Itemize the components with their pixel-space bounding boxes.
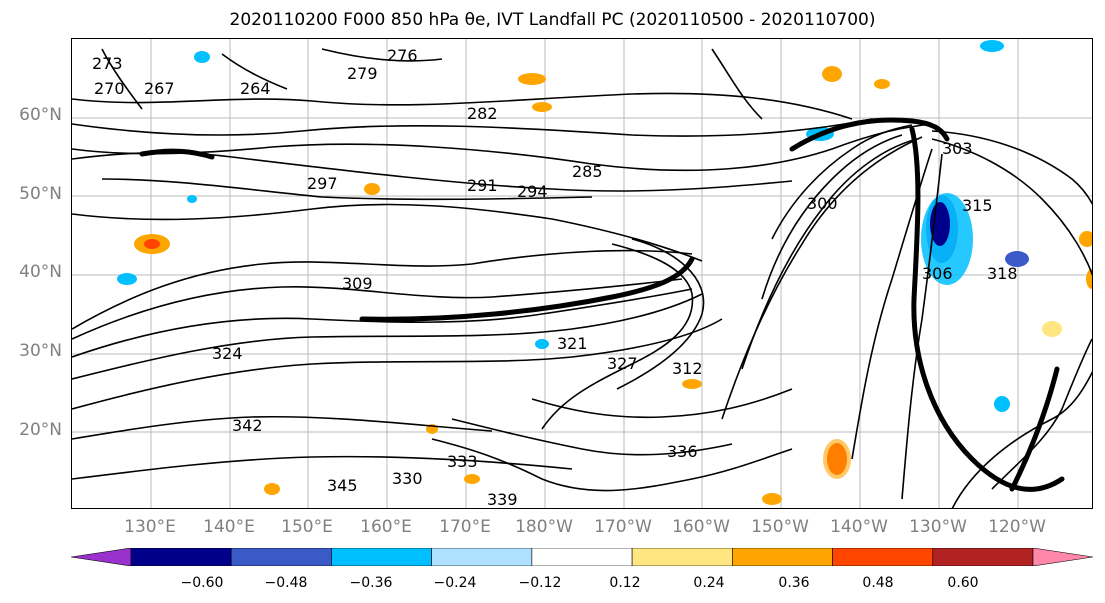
contour-label-318: 318 (987, 264, 1018, 283)
colorbar-tick-012: 0.12 (609, 575, 641, 591)
lon-label-160w: 160°W (672, 517, 730, 537)
colorbar-cell (631, 548, 733, 566)
contour-label-276: 276 (387, 46, 418, 65)
contour-label-321: 321 (557, 334, 588, 353)
lon-label-150e: 150°E (281, 517, 333, 537)
contour-label-282: 282 (467, 104, 498, 123)
contour-label-327: 327 (607, 354, 638, 373)
colorbar-cell (932, 548, 1034, 566)
colorbar-cell (732, 548, 833, 566)
lat-label-50n: 50°N (19, 184, 62, 204)
lon-label-170e: 170°E (439, 517, 491, 537)
colorbar-tick-060: 0.60 (947, 575, 979, 591)
colorbar-tick-048: 0.48 (862, 575, 894, 591)
lon-label-140w: 140°W (830, 517, 888, 537)
colorbar-cell (71, 548, 132, 566)
colorbar-tick-036: 0.36 (778, 575, 810, 591)
contour-label-303: 303 (942, 139, 973, 158)
colorbar-tick-neg060: −0.60 (180, 575, 224, 591)
contour-label-324: 324 (212, 344, 243, 363)
lon-label-120w: 120°W (988, 517, 1046, 537)
colorbar-tick-neg024: −0.24 (433, 575, 477, 591)
lon-label-150w: 150°W (751, 517, 809, 537)
lon-label-170w: 170°W (594, 517, 652, 537)
contour-label-333: 333 (447, 452, 478, 471)
contour-label-297: 297 (307, 174, 338, 193)
colorbar-cells (71, 548, 1093, 566)
colorbar-tick-neg012: −0.12 (518, 575, 562, 591)
colorbar-cell (331, 548, 432, 566)
contour-label-342: 342 (232, 416, 263, 435)
lat-label-60n: 60°N (19, 105, 62, 125)
contour-label-279: 279 (347, 64, 378, 83)
colorbar-tick-024: 0.24 (693, 575, 725, 591)
lat-label-40n: 40°N (19, 262, 62, 282)
map-panel: 273 270 267 264 276 279 282 285 291 294 … (71, 38, 1093, 509)
contour-label-309: 309 (342, 274, 373, 293)
colorbar-tick-neg036: −0.36 (349, 575, 393, 591)
colorbar (71, 548, 1093, 566)
lon-label-130e: 130°E (124, 517, 176, 537)
contour-labels: 273 270 267 264 276 279 282 285 291 294 … (92, 46, 1018, 509)
contour-label-270: 270 (94, 79, 125, 98)
contour-label-264: 264 (240, 79, 271, 98)
contour-label-306: 306 (922, 264, 953, 283)
lon-label-140e: 140°E (203, 517, 255, 537)
contour-label-315: 315 (962, 196, 993, 215)
lon-label-160e: 160°E (360, 517, 412, 537)
contour-label-336: 336 (667, 442, 698, 461)
contour-label-300: 300 (807, 194, 838, 213)
colorbar-cell (531, 548, 633, 566)
colorbar-cell (230, 548, 332, 566)
lon-label-180w: 180°W (515, 517, 573, 537)
contour-label-330: 330 (392, 469, 423, 488)
contour-label-273: 273 (92, 54, 123, 73)
map-title: 2020110200 F000 850 hPa θe, IVT Landfall… (229, 10, 876, 30)
map-svg: 273 270 267 264 276 279 282 285 291 294 … (72, 39, 1092, 509)
contour-label-339: 339 (487, 490, 518, 509)
colorbar-cell (431, 548, 533, 566)
contour-label-285: 285 (572, 162, 603, 181)
contour-label-267: 267 (144, 79, 175, 98)
lon-label-130w: 130°W (909, 517, 967, 537)
contour-label-294: 294 (517, 182, 548, 201)
colorbar-cell (832, 548, 934, 566)
contour-label-312: 312 (672, 359, 703, 378)
thick-bands (139, 117, 1065, 492)
theta-e-contours (72, 48, 1092, 508)
colorbar-cell (130, 548, 232, 566)
contour-label-291: 291 (467, 176, 498, 195)
colorbar-cell (1032, 548, 1093, 566)
contour-label-345: 345 (327, 476, 358, 495)
colorbar-tick-neg048: −0.48 (264, 575, 308, 591)
lat-label-20n: 20°N (19, 420, 62, 440)
lat-label-30n: 30°N (19, 341, 62, 361)
